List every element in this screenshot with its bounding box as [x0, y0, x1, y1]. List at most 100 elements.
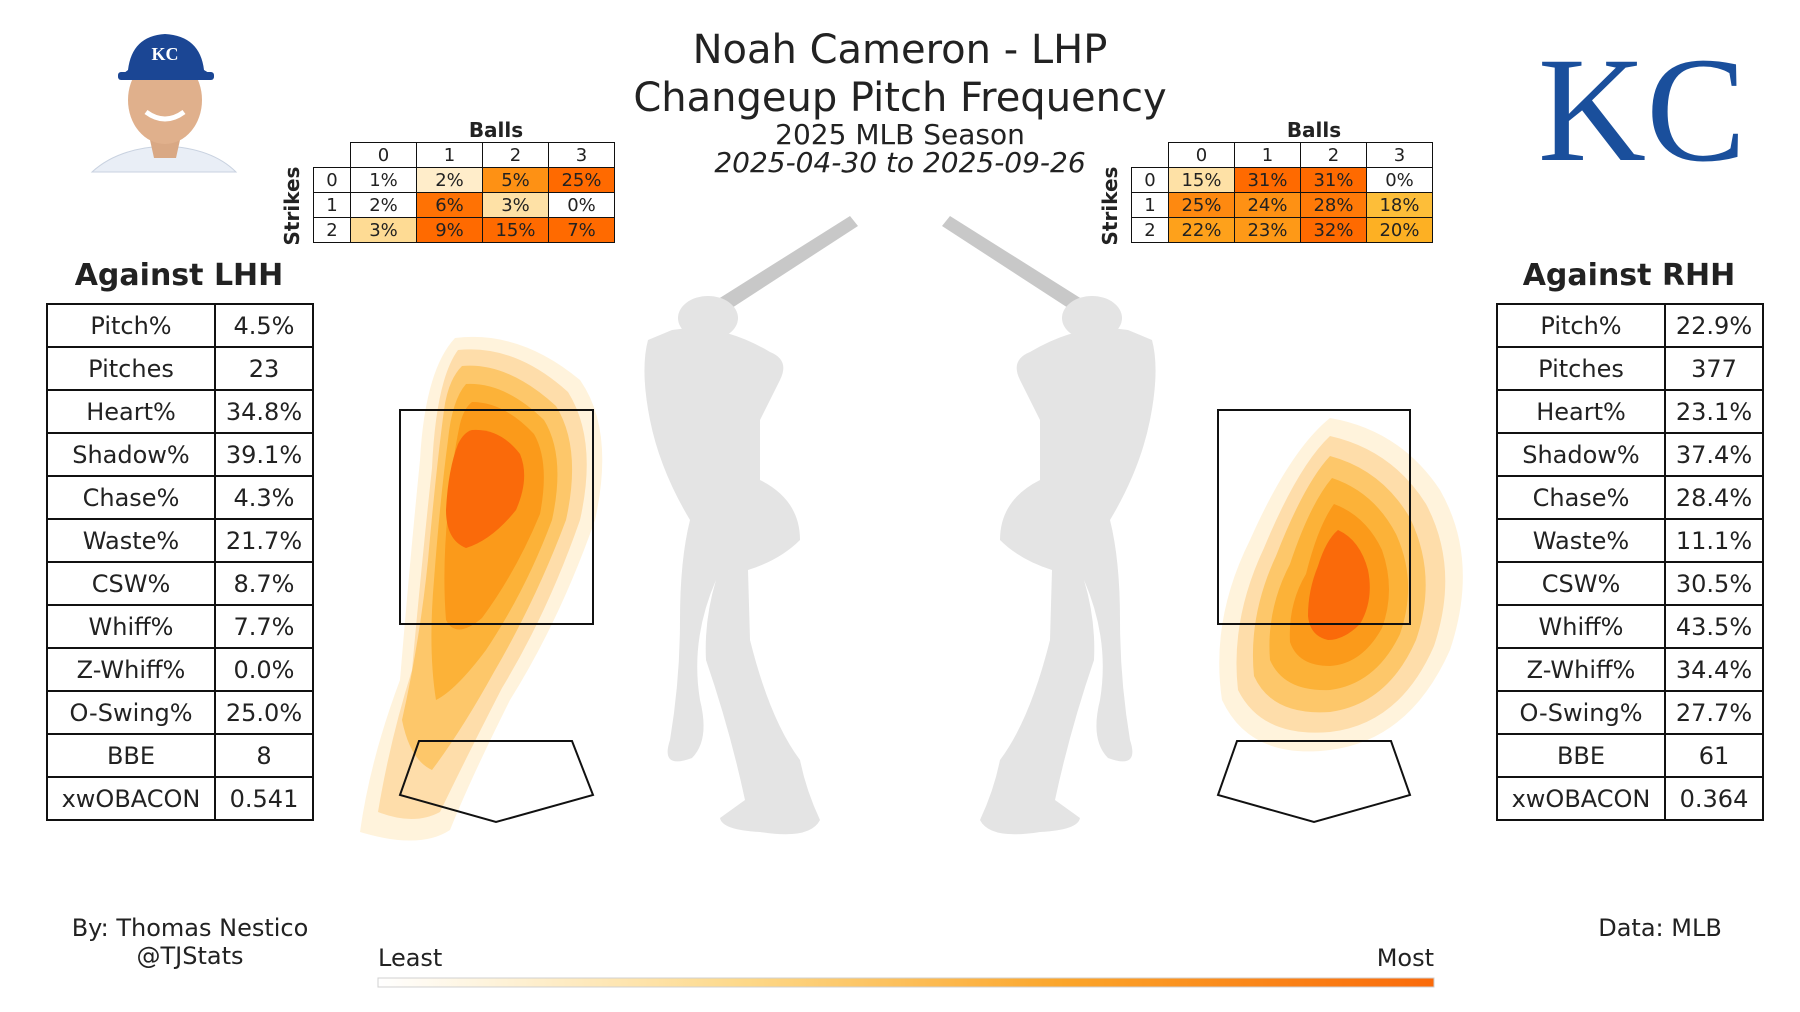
stat-label: BBE: [46, 733, 216, 778]
strike-zone-rhh: [1217, 409, 1411, 625]
count-cell: 25%: [548, 167, 615, 193]
count-cell: 0%: [1366, 167, 1433, 193]
stat-value: 0.364: [1664, 776, 1764, 821]
count-cell: 5%: [482, 167, 549, 193]
count-row: 2 3% 9% 15% 7%: [313, 217, 615, 243]
colorbar-high-label: Most: [1376, 944, 1434, 972]
count-cell: 20%: [1366, 217, 1433, 243]
stat-row: Waste% 11.1%: [1496, 518, 1764, 563]
stat-value: 34.8%: [214, 389, 314, 434]
count-cell: 31%: [1234, 167, 1301, 193]
count-cell: 1%: [350, 167, 417, 193]
stats-table-rhh: Pitch% 22.9% Pitches 377 Heart% 23.1% Shadow% 3…: [1496, 303, 1764, 821]
stat-row: Heart% 23.1%: [1496, 389, 1764, 434]
count-cell: 7%: [548, 217, 615, 243]
stat-label: Whiff%: [1496, 604, 1666, 649]
stat-row: Z-Whiff% 0.0%: [46, 647, 314, 692]
stat-label: xwOBACON: [46, 776, 216, 821]
stat-row: CSW% 30.5%: [1496, 561, 1764, 606]
balls-header: 3: [1366, 142, 1433, 168]
stat-label: CSW%: [46, 561, 216, 606]
stat-value: 8.7%: [214, 561, 314, 606]
count-cell: 32%: [1300, 217, 1367, 243]
stat-value: 23: [214, 346, 314, 391]
stat-row: Pitches 23: [46, 346, 314, 391]
cap-logo-text: KC: [152, 44, 179, 64]
stat-label: Pitches: [1496, 346, 1666, 391]
count-cell: 28%: [1300, 192, 1367, 218]
stat-label: O-Swing%: [46, 690, 216, 735]
stat-value: 21.7%: [214, 518, 314, 563]
stat-row: Whiff% 43.5%: [1496, 604, 1764, 649]
date-range: 2025-04-30 to 2025-09-26: [714, 146, 1086, 179]
stat-label: Shadow%: [1496, 432, 1666, 477]
count-cell: 0%: [548, 192, 615, 218]
count-cell: 6%: [416, 192, 483, 218]
stat-row: Z-Whiff% 34.4%: [1496, 647, 1764, 692]
chart-subtitle: Changeup Pitch Frequency: [633, 75, 1167, 121]
count-row: 0 1% 2% 5% 25%: [313, 167, 615, 193]
stat-label: Whiff%: [46, 604, 216, 649]
home-plate-rhh: [1216, 740, 1412, 824]
count-grid-lhh: 0 1 2 3 0 1% 2% 5% 25% 1 2% 6% 3% 0% 2 3% 9% 15% 7%: [313, 142, 615, 243]
stat-row: BBE 8: [46, 733, 314, 778]
stat-row: Pitch% 22.9%: [1496, 303, 1764, 348]
strikes-header: 1: [1131, 192, 1169, 218]
season-label: 2025 MLB Season: [775, 118, 1025, 151]
balls-header: 2: [1300, 142, 1367, 168]
balls-axis-label-rhh: Balls: [1286, 118, 1342, 142]
stat-value: 11.1%: [1664, 518, 1764, 563]
stat-value: 7.7%: [214, 604, 314, 649]
stat-row: O-Swing% 25.0%: [46, 690, 314, 735]
stat-value: 43.5%: [1664, 604, 1764, 649]
stat-label: Heart%: [1496, 389, 1666, 434]
count-cell: 22%: [1168, 217, 1235, 243]
count-cell: 24%: [1234, 192, 1301, 218]
author-credit: By: Thomas Nestico: [71, 914, 309, 942]
strikes-header: 0: [1131, 167, 1169, 193]
strikes-header: 2: [313, 217, 351, 243]
stat-value: 0.541: [214, 776, 314, 821]
stat-label: Heart%: [46, 389, 216, 434]
count-cell: 2%: [350, 192, 417, 218]
balls-axis-label-lhh: Balls: [468, 118, 524, 142]
count-corner: [1132, 143, 1169, 168]
count-cell: 15%: [1168, 167, 1235, 193]
team-logo: KC: [1538, 27, 1746, 193]
stat-label: Chase%: [1496, 475, 1666, 520]
stat-row: Pitches 377: [1496, 346, 1764, 391]
stat-label: Z-Whiff%: [46, 647, 216, 692]
stat-label: Waste%: [1496, 518, 1666, 563]
strikes-header: 2: [1131, 217, 1169, 243]
stat-label: xwOBACON: [1496, 776, 1666, 821]
stat-row: Pitch% 4.5%: [46, 303, 314, 348]
stat-label: Pitch%: [46, 303, 216, 348]
stat-value: 8: [214, 733, 314, 778]
strikes-axis-label-lhh: Strikes: [280, 166, 304, 246]
stats-table-lhh: Pitch% 4.5% Pitches 23 Heart% 34.8% Shadow% 39.…: [46, 303, 314, 821]
player-headshot: KC: [90, 34, 238, 173]
stat-row: Shadow% 39.1%: [46, 432, 314, 477]
heatmap-rhh: [1219, 418, 1463, 752]
stat-value: 37.4%: [1664, 432, 1764, 477]
stat-value: 39.1%: [214, 432, 314, 477]
batter-silhouette-right: [942, 216, 1156, 835]
count-cell: 3%: [350, 217, 417, 243]
stat-row: Shadow% 37.4%: [1496, 432, 1764, 477]
count-row: 1 2% 6% 3% 0%: [313, 192, 615, 218]
count-cell: 31%: [1300, 167, 1367, 193]
stat-row: Chase% 28.4%: [1496, 475, 1764, 520]
stat-label: Chase%: [46, 475, 216, 520]
balls-header: 0: [350, 142, 417, 168]
stat-label: Pitch%: [1496, 303, 1666, 348]
stat-value: 28.4%: [1664, 475, 1764, 520]
stat-value: 4.5%: [214, 303, 314, 348]
stat-row: CSW% 8.7%: [46, 561, 314, 606]
count-cell: 3%: [482, 192, 549, 218]
count-cell: 2%: [416, 167, 483, 193]
stat-row: xwOBACON 0.364: [1496, 776, 1764, 821]
stat-label: Shadow%: [46, 432, 216, 477]
stat-value: 61: [1664, 733, 1764, 778]
stat-value: 27.7%: [1664, 690, 1764, 735]
